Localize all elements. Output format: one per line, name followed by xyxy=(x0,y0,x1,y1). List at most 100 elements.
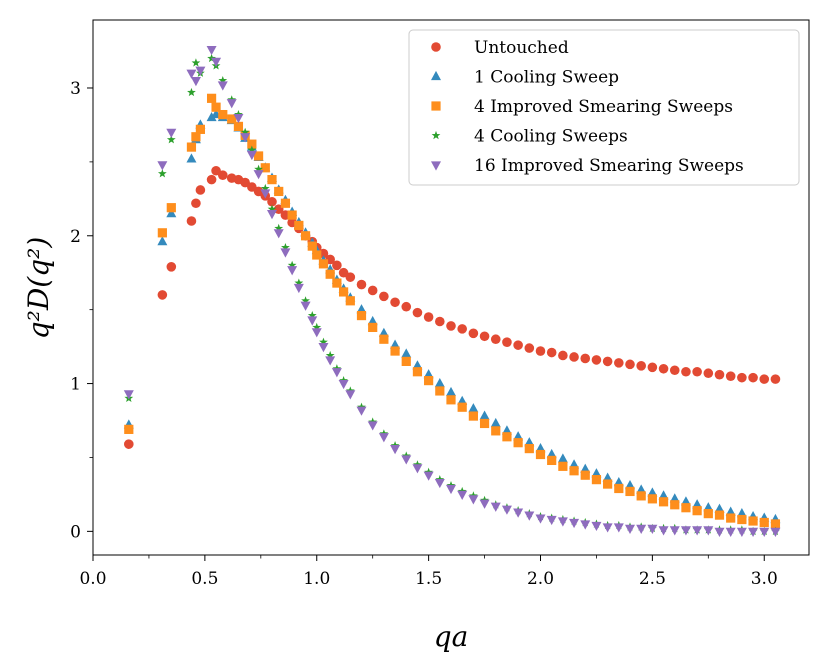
data-point xyxy=(318,259,329,269)
data-point xyxy=(591,475,602,485)
data-point xyxy=(287,266,298,276)
data-point xyxy=(524,437,535,447)
data-point xyxy=(300,231,311,241)
data-point xyxy=(412,360,423,370)
x-tick-label: 2.5 xyxy=(639,569,666,589)
data-point xyxy=(206,111,217,122)
data-point xyxy=(157,169,167,178)
data-point xyxy=(457,395,468,405)
data-point xyxy=(680,526,691,536)
data-point xyxy=(692,499,703,509)
data-point xyxy=(625,524,635,534)
data-point xyxy=(367,315,378,326)
data-point xyxy=(401,455,412,465)
data-point xyxy=(446,395,456,405)
data-point xyxy=(569,459,580,469)
data-point xyxy=(759,527,770,537)
data-point xyxy=(670,500,680,510)
data-point xyxy=(770,374,781,384)
data-point xyxy=(253,151,264,161)
data-point xyxy=(267,210,277,220)
data-point xyxy=(378,327,389,337)
data-point xyxy=(681,503,691,513)
data-point xyxy=(658,497,669,507)
data-point xyxy=(339,287,349,297)
data-point xyxy=(703,526,714,536)
data-point xyxy=(669,493,680,503)
data-point xyxy=(412,307,423,318)
data-point xyxy=(233,113,244,124)
data-point xyxy=(502,337,512,347)
data-point xyxy=(557,453,568,463)
data-point xyxy=(513,508,524,518)
legend-marker xyxy=(431,130,441,140)
legend-marker xyxy=(431,42,441,52)
data-point xyxy=(356,304,367,314)
data-point xyxy=(725,527,736,537)
data-point xyxy=(513,340,523,350)
data-point xyxy=(569,466,579,476)
data-point xyxy=(331,368,342,378)
data-point xyxy=(479,331,490,342)
data-point xyxy=(446,484,456,495)
data-point xyxy=(325,350,335,360)
data-point xyxy=(535,514,546,524)
data-point xyxy=(557,517,568,527)
data-point xyxy=(692,506,702,516)
data-point xyxy=(124,439,134,449)
data-point xyxy=(636,484,647,494)
legend-item: 1 Cooling Sweep xyxy=(431,68,619,88)
data-point xyxy=(647,524,658,534)
data-point xyxy=(524,511,535,521)
data-point xyxy=(412,367,423,377)
data-point xyxy=(191,132,201,142)
data-point xyxy=(338,379,349,390)
data-point xyxy=(294,278,304,287)
data-point xyxy=(186,69,197,79)
data-point xyxy=(307,241,317,251)
data-point xyxy=(625,479,635,490)
data-point xyxy=(345,272,356,282)
data-point xyxy=(423,312,434,322)
data-point xyxy=(157,290,168,300)
data-point xyxy=(218,75,228,85)
data-point xyxy=(401,348,412,358)
data-point xyxy=(602,523,613,533)
data-point xyxy=(191,58,201,67)
data-point xyxy=(759,374,770,384)
data-point xyxy=(368,322,378,333)
data-point xyxy=(614,483,624,494)
data-point xyxy=(356,279,367,290)
data-point xyxy=(501,505,512,515)
data-point xyxy=(195,185,206,195)
data-point xyxy=(166,203,176,213)
data-point xyxy=(280,248,291,258)
data-point xyxy=(195,66,206,76)
data-point xyxy=(274,223,284,233)
legend-label: Untouched xyxy=(474,38,569,58)
data-point xyxy=(669,365,680,376)
data-point xyxy=(217,81,228,91)
data-point xyxy=(457,490,468,501)
data-point xyxy=(390,444,401,455)
data-point xyxy=(558,461,568,471)
data-point xyxy=(703,509,713,519)
data-point xyxy=(714,503,725,513)
data-point xyxy=(759,517,769,528)
data-point xyxy=(737,372,747,383)
data-point xyxy=(247,139,257,149)
data-point xyxy=(535,346,546,356)
data-point xyxy=(423,471,434,481)
data-point xyxy=(547,455,557,466)
data-point xyxy=(412,464,423,474)
plot-frame xyxy=(92,19,810,556)
x-tick-label: 0.0 xyxy=(79,569,106,589)
data-point xyxy=(490,334,501,345)
y-tick-label: 3 xyxy=(70,79,81,99)
data-point xyxy=(293,283,304,294)
legend-item: 4 Cooling Sweeps xyxy=(431,127,628,147)
data-point xyxy=(312,250,322,260)
data-point xyxy=(535,442,546,453)
data-point xyxy=(227,114,237,124)
